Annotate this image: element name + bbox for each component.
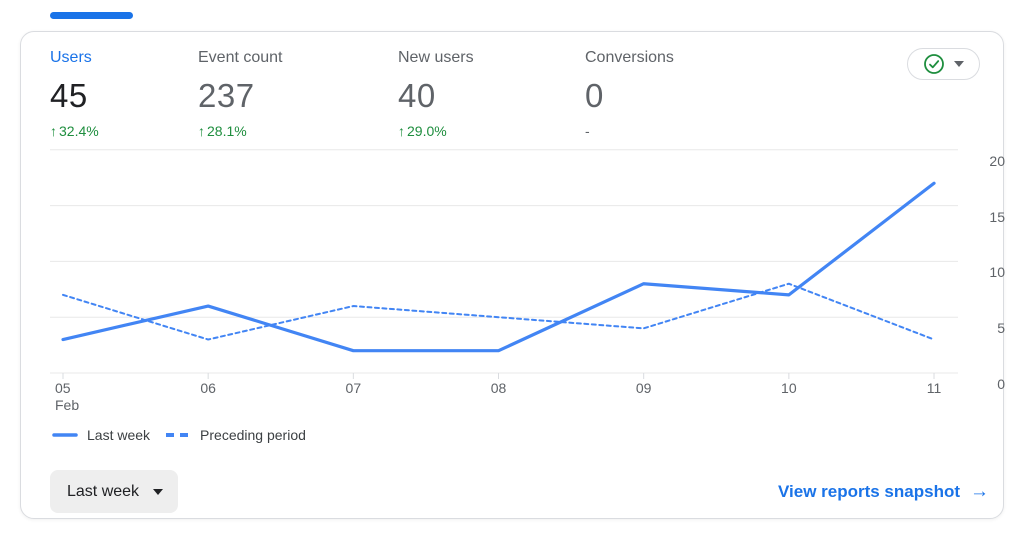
metric-new-users[interactable]: New users 40 ↑ 29.0% — [398, 48, 474, 139]
chart-legend: Last week Preceding period — [52, 427, 306, 443]
y-axis-label: 5 — [997, 320, 1005, 337]
metric-value: 40 — [398, 77, 436, 114]
metric-value: 0 — [585, 77, 604, 114]
trend-chart[interactable]: 0 5 10 15 20 05 Feb 06 07 08 09 10 11 — [50, 148, 1005, 440]
dashed-line-swatch-icon — [166, 433, 192, 437]
metric-label: New users — [398, 49, 474, 66]
data-quality-button[interactable] — [907, 48, 980, 80]
metric-label: Conversions — [585, 49, 674, 66]
metric-conversions[interactable]: Conversions 0 - — [585, 48, 674, 139]
up-arrow-icon: ↑ — [198, 123, 205, 139]
x-axis-label: 05 Feb — [55, 380, 115, 414]
link-label: View reports snapshot — [777, 482, 960, 501]
metric-delta: ↑ 32.4% — [50, 123, 99, 139]
delta-percent: 29.0% — [407, 123, 447, 139]
up-arrow-icon: ↑ — [50, 123, 57, 139]
analytics-summary-card: Users 45 ↑ 32.4% Event count 237 ↑ 28.1% N… — [20, 31, 1005, 519]
solid-line-swatch-icon — [52, 433, 78, 437]
date-range-label: Last week — [67, 482, 140, 500]
view-reports-snapshot-link[interactable]: View reports snapshot → — [778, 481, 989, 503]
y-axis-label: 0 — [997, 376, 1005, 392]
metric-users[interactable]: Users 45 ↑ 32.4% — [50, 48, 99, 139]
x-axis-label: 08 — [490, 380, 507, 396]
delta-percent: 32.4% — [59, 123, 99, 139]
y-axis-label: 20 — [989, 152, 1005, 169]
y-axis-label: 15 — [989, 208, 1005, 225]
x-axis-label: 09 — [635, 380, 652, 396]
right-arrow-icon: → — [970, 481, 989, 502]
metric-delta: ↑ 28.1% — [198, 123, 283, 139]
trend-chart-canvas[interactable] — [50, 148, 962, 388]
x-axis-month-label: Feb — [55, 397, 80, 413]
last-week-line — [61, 181, 936, 353]
check-circle-icon — [924, 54, 944, 74]
x-axis-label: 10 — [781, 380, 797, 396]
metric-event-count[interactable]: Event count 237 ↑ 28.1% — [198, 48, 283, 139]
x-axis-label: 06 — [200, 380, 216, 396]
x-axis-label: 11 — [926, 380, 942, 396]
up-arrow-icon: ↑ — [398, 123, 405, 139]
date-range-selector[interactable]: Last week — [50, 470, 178, 513]
metric-value: 45 — [50, 77, 88, 114]
metric-value: 237 — [198, 77, 255, 114]
metric-label: Event count — [198, 49, 283, 66]
delta-percent: 28.1% — [207, 123, 247, 139]
metric-label: Users — [50, 49, 92, 66]
active-tab-indicator — [50, 12, 133, 19]
chevron-down-icon — [153, 488, 163, 495]
metric-delta: - — [585, 123, 674, 139]
legend-label: Last week — [87, 427, 151, 443]
legend-label: Preceding period — [200, 427, 306, 443]
preceding-period-line — [62, 282, 936, 341]
legend-item-last-week: Last week — [52, 427, 150, 443]
y-axis-label: 10 — [989, 264, 1005, 281]
x-axis-label: 07 — [345, 380, 362, 396]
chevron-down-icon — [954, 61, 964, 67]
legend-item-preceding-period: Preceding period — [165, 427, 306, 443]
delta-percent: - — [585, 123, 590, 139]
metric-delta: ↑ 29.0% — [398, 123, 474, 139]
